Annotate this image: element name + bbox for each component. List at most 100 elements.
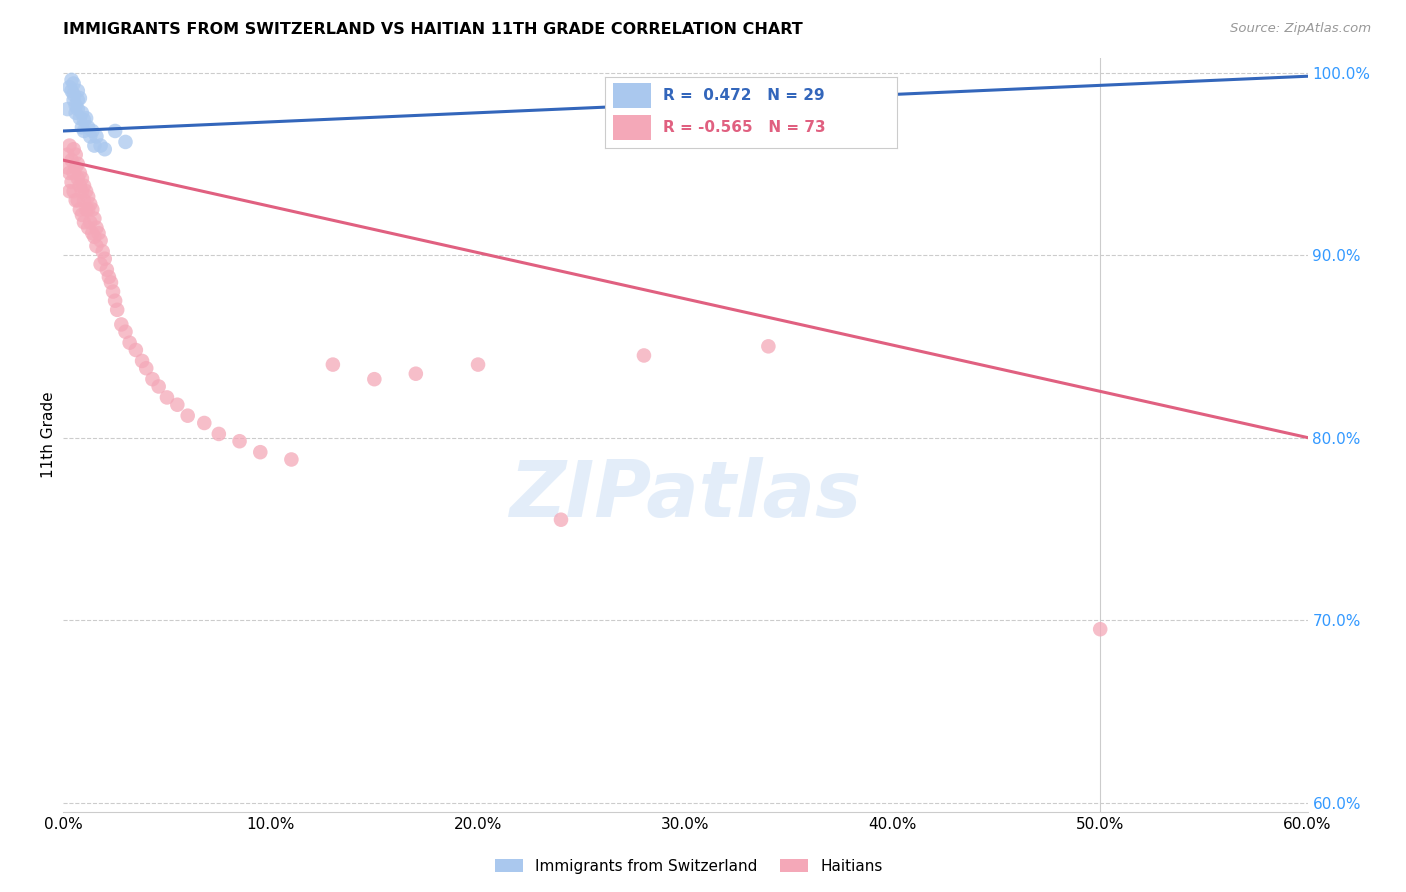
- Point: [60, 84, 83, 98]
- Point: [70, 208, 93, 222]
- Point: [177, 409, 200, 423]
- Point: [363, 372, 385, 386]
- Point: [93, 142, 117, 156]
- Point: [77, 189, 100, 203]
- Point: [58, 138, 80, 153]
- Point: [62, 142, 84, 156]
- Point: [86, 129, 108, 144]
- Point: [60, 73, 83, 87]
- Point: [79, 215, 101, 229]
- Point: [65, 194, 87, 208]
- Point: [208, 426, 231, 441]
- Point: [105, 302, 128, 317]
- Point: [156, 391, 179, 405]
- Point: [56, 102, 79, 116]
- Point: [82, 226, 104, 240]
- Point: [405, 367, 427, 381]
- Point: [65, 161, 87, 175]
- Point: [66, 157, 89, 171]
- Point: [65, 105, 87, 120]
- Point: [193, 416, 215, 430]
- Point: [135, 361, 157, 376]
- Point: [66, 171, 89, 186]
- Point: [322, 358, 344, 372]
- Point: [66, 93, 89, 107]
- Point: [69, 112, 91, 126]
- Legend: Immigrants from Switzerland, Haitians: Immigrants from Switzerland, Haitians: [489, 853, 889, 880]
- Point: [97, 270, 120, 285]
- Point: [79, 197, 101, 211]
- Y-axis label: 11th Grade: 11th Grade: [41, 392, 56, 478]
- Point: [93, 252, 117, 266]
- Point: [166, 398, 188, 412]
- Point: [73, 178, 96, 193]
- Point: [69, 166, 91, 180]
- Point: [62, 87, 84, 102]
- Point: [131, 354, 153, 368]
- Point: [77, 220, 100, 235]
- Point: [125, 343, 148, 357]
- Point: [110, 318, 132, 332]
- Point: [758, 339, 780, 353]
- Point: [228, 434, 250, 449]
- Point: [56, 147, 79, 161]
- Point: [148, 379, 170, 393]
- Point: [118, 335, 141, 350]
- Point: [62, 77, 84, 91]
- Point: [280, 452, 302, 467]
- Point: [73, 124, 96, 138]
- Point: [90, 257, 112, 271]
- Point: [62, 93, 84, 107]
- Point: [75, 184, 97, 198]
- Text: Source: ZipAtlas.com: Source: ZipAtlas.com: [1230, 22, 1371, 36]
- Point: [86, 239, 108, 253]
- Text: ZIPatlas: ZIPatlas: [509, 457, 862, 533]
- Point: [114, 135, 136, 149]
- Point: [77, 202, 100, 217]
- Point: [249, 445, 271, 459]
- Point: [82, 202, 104, 217]
- Point: [75, 112, 97, 126]
- Point: [83, 211, 105, 226]
- Point: [60, 175, 83, 189]
- Point: [90, 138, 112, 153]
- Point: [65, 98, 87, 112]
- Point: [86, 220, 108, 235]
- Point: [62, 184, 84, 198]
- Point: [66, 84, 89, 98]
- Point: [58, 184, 80, 198]
- Point: [100, 276, 122, 290]
- Point: [75, 202, 97, 217]
- Point: [69, 178, 91, 193]
- Point: [467, 358, 489, 372]
- Point: [79, 129, 101, 144]
- Point: [73, 194, 96, 208]
- Point: [1090, 622, 1112, 636]
- Point: [70, 105, 93, 120]
- Point: [550, 513, 572, 527]
- Point: [73, 215, 96, 229]
- Point: [70, 184, 93, 198]
- Point: [58, 166, 80, 180]
- Point: [141, 372, 163, 386]
- Point: [70, 171, 93, 186]
- Point: [87, 226, 110, 240]
- Point: [90, 234, 112, 248]
- Point: [66, 102, 89, 116]
- Point: [70, 120, 93, 135]
- Text: IMMIGRANTS FROM SWITZERLAND VS HAITIAN 11TH GRADE CORRELATION CHART: IMMIGRANTS FROM SWITZERLAND VS HAITIAN 1…: [63, 22, 803, 37]
- Point: [65, 147, 87, 161]
- Point: [96, 262, 118, 277]
- Point: [104, 293, 127, 308]
- Point: [69, 91, 91, 105]
- Point: [82, 124, 104, 138]
- Point: [56, 161, 79, 175]
- Point: [633, 348, 655, 362]
- Point: [83, 138, 105, 153]
- Point: [654, 84, 676, 98]
- Point: [62, 166, 84, 180]
- Point: [83, 230, 105, 244]
- Point: [66, 194, 89, 208]
- Point: [91, 244, 114, 259]
- Point: [77, 120, 100, 135]
